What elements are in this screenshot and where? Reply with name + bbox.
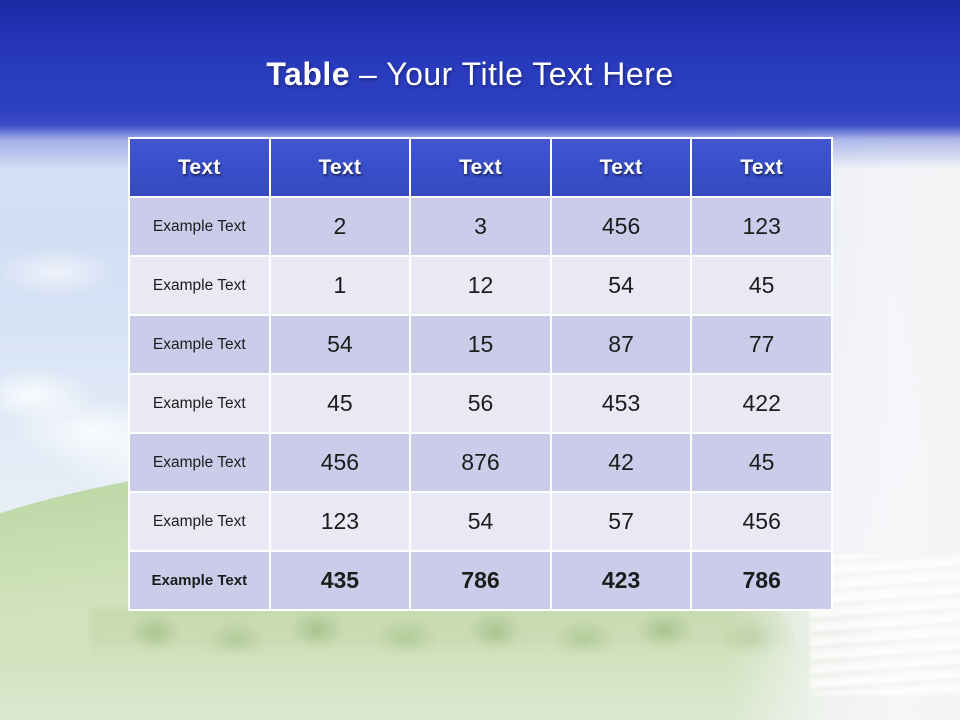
value-cell: 123: [268, 491, 412, 552]
value-cell: 87: [549, 314, 693, 375]
row-label-cell: Example Text: [128, 314, 271, 375]
slide-title: Table – Your Title Text Here: [0, 56, 940, 93]
column-header: Text: [128, 137, 271, 198]
column-header: Text: [549, 137, 693, 198]
value-cell: 422: [690, 373, 833, 434]
value-cell: 456: [268, 432, 412, 493]
value-cell: 453: [549, 373, 693, 434]
table-row-total: Example Text 435 786 423 786: [128, 550, 833, 611]
value-cell: 54: [409, 491, 552, 552]
value-cell: 56: [409, 373, 552, 434]
value-cell: 123: [690, 196, 833, 257]
value-cell: 42: [549, 432, 693, 493]
column-header: Text: [690, 137, 833, 198]
table-row: Example Text 1 12 54 45: [128, 255, 833, 316]
column-header: Text: [409, 137, 552, 198]
slide-title-subtitle: – Your Title Text Here: [359, 56, 674, 92]
table-row: Example Text 123 54 57 456: [128, 491, 833, 552]
table-row: Example Text 456 876 42 45: [128, 432, 833, 493]
value-cell: 2: [268, 196, 412, 257]
slide-title-keyword: Table: [266, 56, 351, 92]
value-cell: 12: [409, 255, 552, 316]
row-label-cell: Example Text: [128, 196, 271, 257]
table-row: Example Text 45 56 453 422: [128, 373, 833, 434]
value-cell: 57: [549, 491, 693, 552]
value-cell: 786: [409, 550, 552, 611]
value-cell: 435: [268, 550, 412, 611]
value-cell: 45: [268, 373, 412, 434]
table-header-row: Text Text Text Text Text: [128, 137, 833, 198]
row-label-cell: Example Text: [128, 432, 271, 493]
value-cell: 54: [549, 255, 693, 316]
value-cell: 3: [409, 196, 552, 257]
row-label-cell: Example Text: [128, 373, 271, 434]
row-label-cell: Example Text: [128, 491, 271, 552]
column-header: Text: [268, 137, 412, 198]
background-brush-streaks: [810, 555, 960, 695]
row-label-cell: Example Text: [128, 550, 271, 611]
value-cell: 1: [268, 255, 412, 316]
value-cell: 423: [549, 550, 693, 611]
value-cell: 45: [690, 255, 833, 316]
value-cell: 456: [549, 196, 693, 257]
data-table: Text Text Text Text Text Example Text 2 …: [128, 137, 833, 611]
value-cell: 45: [690, 432, 833, 493]
value-cell: 786: [690, 550, 833, 611]
table-row: Example Text 54 15 87 77: [128, 314, 833, 375]
value-cell: 54: [268, 314, 412, 375]
value-cell: 15: [409, 314, 552, 375]
value-cell: 77: [690, 314, 833, 375]
table-row: Example Text 2 3 456 123: [128, 196, 833, 257]
row-label-cell: Example Text: [128, 255, 271, 316]
value-cell: 876: [409, 432, 552, 493]
value-cell: 456: [690, 491, 833, 552]
